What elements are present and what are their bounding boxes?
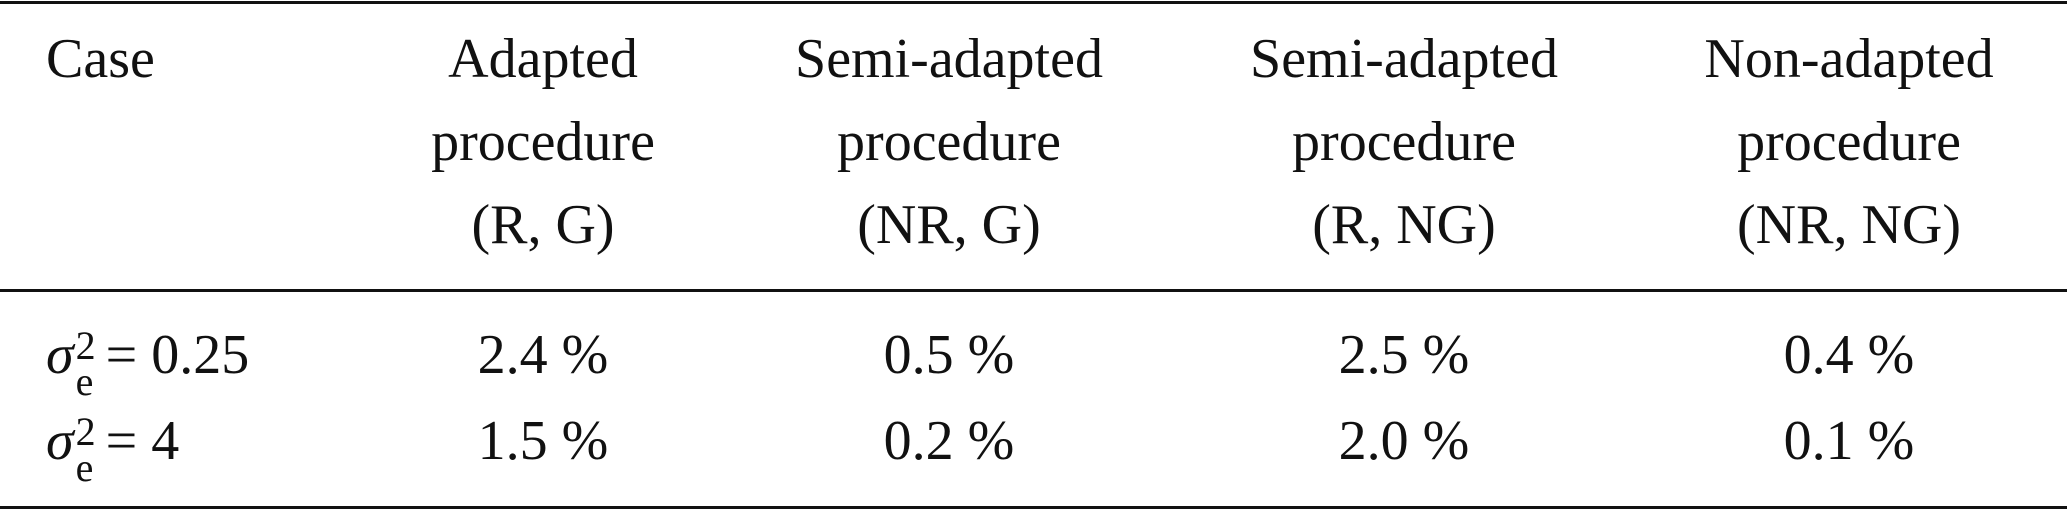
symbol: σ <box>46 410 74 472</box>
label-rest: = 4 <box>105 410 180 472</box>
value-cell: 0.5 % <box>883 324 1015 386</box>
value-cell: 0.4 % <box>1783 324 1915 386</box>
header-cell: Semi-adapted procedure (NR, G) <box>795 18 1103 267</box>
header-line: Case <box>46 28 155 90</box>
header-cell: Adapted procedure (R, G) <box>431 18 655 267</box>
value-cell: 2.0 % <box>1338 410 1470 472</box>
header-line: procedure <box>1737 111 1961 173</box>
value-cell: 0.2 % <box>883 410 1015 472</box>
superscript: 2 <box>75 409 96 455</box>
header-line: procedure <box>1292 111 1516 173</box>
row-label: σ 2 e = 4 <box>46 400 180 491</box>
header-line: Semi-adapted <box>1250 28 1558 90</box>
header-cell: Case <box>46 18 155 101</box>
row-label: σ 2 e = 0.25 <box>46 314 250 405</box>
header-line: (NR, G) <box>857 194 1041 256</box>
header-line: Adapted <box>448 28 638 90</box>
subscript: e <box>75 445 94 491</box>
value-cell: 1.5 % <box>477 410 609 472</box>
superscript: 2 <box>75 323 96 369</box>
header-line: (NR, NG) <box>1737 194 1961 256</box>
value-cell: 2.5 % <box>1338 324 1470 386</box>
header-line: procedure <box>431 111 655 173</box>
mid-rule <box>0 289 2067 292</box>
top-rule <box>0 1 2067 4</box>
header-line: (R, NG) <box>1312 194 1496 256</box>
header-line: (R, G) <box>471 194 615 256</box>
symbol: σ <box>46 324 74 386</box>
label-rest: = 0.25 <box>105 324 250 386</box>
value-cell: 0.1 % <box>1783 410 1915 472</box>
header-line: procedure <box>837 111 1061 173</box>
bottom-rule <box>0 506 2067 509</box>
header-cell: Non-adapted procedure (NR, NG) <box>1704 18 1993 267</box>
subscript: e <box>75 359 94 405</box>
value-cell: 2.4 % <box>477 324 609 386</box>
header-line: Semi-adapted <box>795 28 1103 90</box>
header-cell: Semi-adapted procedure (R, NG) <box>1250 18 1558 267</box>
header-line: Non-adapted <box>1704 28 1994 90</box>
